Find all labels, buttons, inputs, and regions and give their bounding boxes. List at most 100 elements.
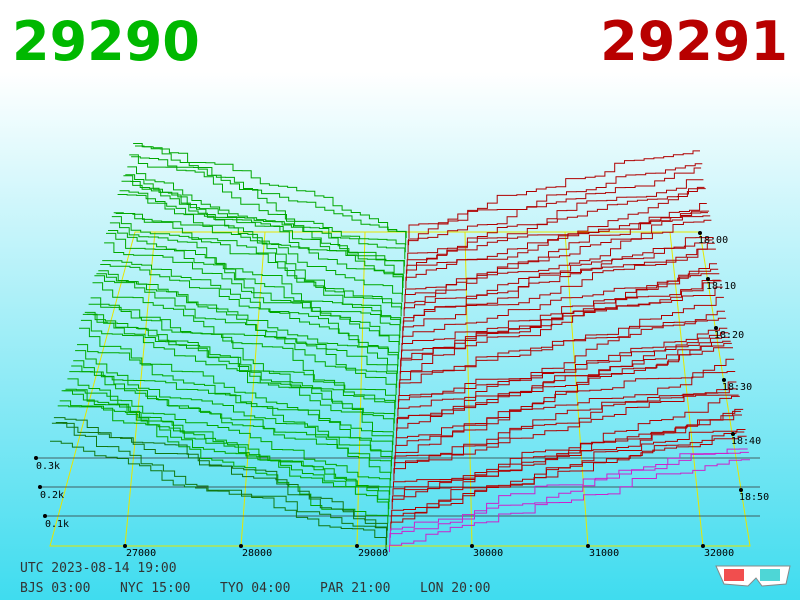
bid-depth-line: [106, 232, 400, 345]
ask-depth-line: [398, 317, 727, 403]
ask-depth-line: [391, 431, 745, 517]
ask-depth-line: [398, 310, 725, 395]
depth-label: 0.3k: [36, 461, 60, 472]
bid-depth-line: [96, 273, 398, 381]
tick-dot: [706, 277, 710, 281]
bid-depth-line: [104, 242, 400, 353]
bid-depth-line: [111, 216, 402, 324]
bid-price: 29290: [12, 10, 200, 73]
ask-depth-line: [407, 163, 703, 253]
bid-depth-line: [50, 440, 387, 552]
tick-dot: [731, 432, 735, 436]
ask-depth-line: [404, 219, 712, 310]
bid-depth-line: [109, 222, 401, 331]
tick-dot: [714, 326, 718, 330]
ask-depth-line: [405, 203, 707, 281]
bid-depth-line: [102, 260, 399, 360]
ask-depth-line: [402, 242, 715, 331]
ask-depth-line: [389, 459, 750, 552]
price-label: 31000: [589, 548, 619, 559]
bid-depth-line: [63, 390, 390, 502]
price-label: 28000: [242, 548, 272, 559]
bid-depth-line: [73, 360, 392, 467]
tick-dot: [123, 544, 127, 548]
bid-depth-line: [82, 313, 395, 431]
time-label: 18:20: [714, 330, 744, 341]
ask-price: 29291: [600, 10, 788, 73]
bid-depth-line: [108, 230, 401, 338]
bid-depth-line: [98, 270, 398, 374]
ask-depth-line: [390, 435, 747, 531]
bid-depth-line: [59, 400, 389, 517]
ask-depth-line: [403, 239, 713, 317]
depth-lines: [36, 143, 760, 552]
bid-depth-line: [123, 175, 404, 281]
timezone-label: LON 20:00: [420, 581, 490, 596]
tick-dot: [355, 544, 359, 548]
price-label: 29000: [358, 548, 388, 559]
ask-depth-line: [395, 347, 733, 445]
time-label: 18:40: [731, 436, 761, 447]
ask-depth-line: [403, 237, 714, 324]
bid-depth-line: [125, 174, 405, 274]
time-label: 18:00: [698, 235, 728, 246]
ask-depth-line: [397, 332, 729, 417]
ask-depth-line: [405, 212, 708, 288]
axis-labels: 27000 28000 29000 30000 31000 32000 18:00 18:10…: [34, 231, 769, 559]
tick-dot: [34, 456, 38, 460]
tick-dot: [239, 544, 243, 548]
bid-depth-line: [119, 190, 403, 296]
ask-depth-line: [396, 342, 732, 438]
tick-dot: [470, 544, 474, 548]
ask-depth-line: [395, 358, 735, 453]
bid-depth-line: [92, 282, 397, 395]
time-label: 18:10: [706, 281, 736, 292]
ask-depth-line: [389, 448, 748, 538]
ask-depth-line: [406, 186, 705, 267]
ask-depth-line: [394, 381, 737, 467]
bid-depth-line: [90, 297, 397, 403]
bid-depth-line: [69, 371, 392, 481]
ask-depth-line: [392, 414, 742, 502]
time-label: 18:50: [739, 492, 769, 503]
bid-depth-line: [117, 194, 403, 303]
bid-depth-line: [100, 264, 399, 367]
price-grid-line: [564, 231, 589, 547]
bid-depth-line: [79, 327, 394, 445]
ask-depth-line: [402, 248, 716, 338]
ask-depth-line: [393, 394, 739, 481]
ask-depth-line: [393, 388, 738, 474]
bid-depth-line: [133, 143, 407, 246]
ask-depth-line: [408, 167, 702, 246]
tick-dot: [698, 231, 702, 235]
tick-dot: [586, 544, 590, 548]
price-label: 32000: [704, 548, 734, 559]
bid-depth-line: [131, 156, 406, 253]
tick-dot: [739, 488, 743, 492]
tick-dot: [722, 378, 726, 382]
bid-depth-line: [67, 378, 391, 488]
glasses-icon: [715, 565, 791, 587]
time-label: 18:30: [722, 382, 752, 393]
price-label: 30000: [473, 548, 503, 559]
utc-time: UTC 2023-08-14 19:00: [20, 561, 177, 576]
depth-label: 0.2k: [40, 490, 64, 501]
bid-depth-line: [80, 319, 394, 438]
price-label: 27000: [126, 548, 156, 559]
tick-dot: [701, 544, 705, 548]
timezone-label: NYC 15:00: [120, 581, 190, 596]
bid-depth-line: [129, 154, 406, 260]
timezone-label: TYO 04:00: [220, 581, 290, 596]
bid-depth-line: [77, 344, 393, 453]
ask-depth-line: [389, 451, 749, 545]
bid-depth-line: [113, 212, 402, 317]
price-grid-line: [240, 231, 266, 547]
bid-depth-line: [53, 417, 388, 538]
depth-label: 0.1k: [45, 519, 69, 530]
ask-depth-line: [391, 408, 744, 510]
tick-dot: [38, 485, 42, 489]
tick-dot: [43, 514, 47, 518]
bid-depth-line: [75, 350, 393, 460]
